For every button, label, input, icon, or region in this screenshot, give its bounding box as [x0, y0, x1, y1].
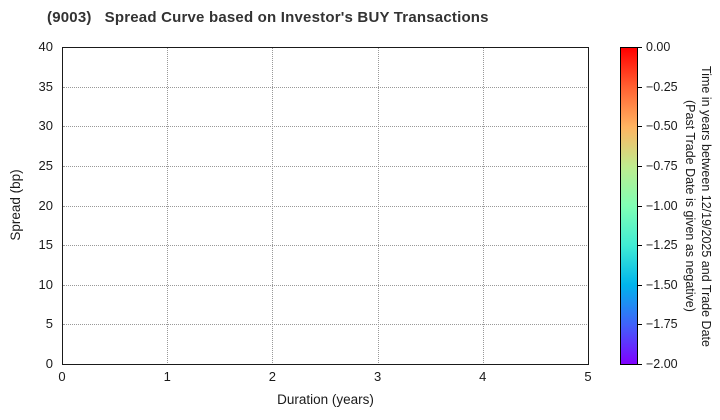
colorbar-label-line-2: (Past Trade Date is given as negative): [683, 100, 697, 312]
x-tick-label: 2: [268, 369, 276, 384]
colorbar-tick-label: −2.00: [646, 357, 678, 371]
y-tick-label: 35: [38, 78, 53, 94]
colorbar-tick-label: −1.25: [646, 238, 678, 253]
colorbar-tick: [638, 324, 642, 326]
colorbar-tick-label: 0.00: [646, 40, 671, 54]
colorbar-tick: [638, 205, 642, 207]
colorbar-gradient: [620, 47, 638, 365]
y-tick-label: 30: [38, 118, 53, 134]
x-tick-label: 0: [58, 369, 66, 384]
gridline: [63, 165, 587, 167]
y-tick-label: 40: [38, 39, 53, 54]
x-tick-label: 4: [479, 369, 487, 384]
colorbar-tick: [638, 245, 642, 247]
gridline: [63, 205, 587, 207]
x-tick-label: 1: [163, 369, 171, 384]
colorbar-tick-label: −0.25: [646, 79, 678, 94]
y-tick-label: 20: [38, 197, 53, 213]
colorbar-tick-label: −1.00: [646, 198, 678, 213]
colorbar-tick: [638, 47, 642, 48]
chart-title: (9003) Spread Curve based on Investor's …: [47, 9, 489, 26]
colorbar-tick-label: −0.50: [646, 119, 678, 134]
colorbar-tick-label: −1.50: [646, 277, 678, 292]
colorbar-tick: [638, 165, 642, 167]
colorbar-tick-label: −0.75: [646, 158, 678, 173]
x-tick-label: 3: [373, 369, 382, 384]
y-tick-label: 15: [38, 237, 53, 253]
colorbar-axis-label: Time in years between 12/19/2025 and Tra…: [680, 47, 714, 365]
y-tick-label: 5: [45, 316, 53, 332]
x-axis-label: Duration (years): [277, 392, 374, 407]
colorbar-tick: [638, 86, 642, 88]
plot-area: [62, 47, 589, 365]
x-tick-label: 5: [584, 369, 592, 384]
gridline: [63, 126, 587, 128]
colorbar-tick-label: −1.75: [646, 317, 678, 332]
colorbar-label-line-1: Time in years between 12/19/2025 and Tra…: [699, 65, 713, 347]
gridline: [63, 284, 587, 286]
colorbar-tick: [638, 126, 642, 128]
colorbar-tick: [638, 284, 642, 286]
colorbar-tick: [638, 364, 642, 365]
y-tick-label: 0: [45, 356, 53, 371]
y-tick-label: 25: [38, 157, 53, 173]
gridline: [63, 86, 587, 88]
gridline: [63, 245, 587, 247]
gridline: [63, 324, 587, 326]
y-tick-label: 10: [38, 276, 53, 292]
